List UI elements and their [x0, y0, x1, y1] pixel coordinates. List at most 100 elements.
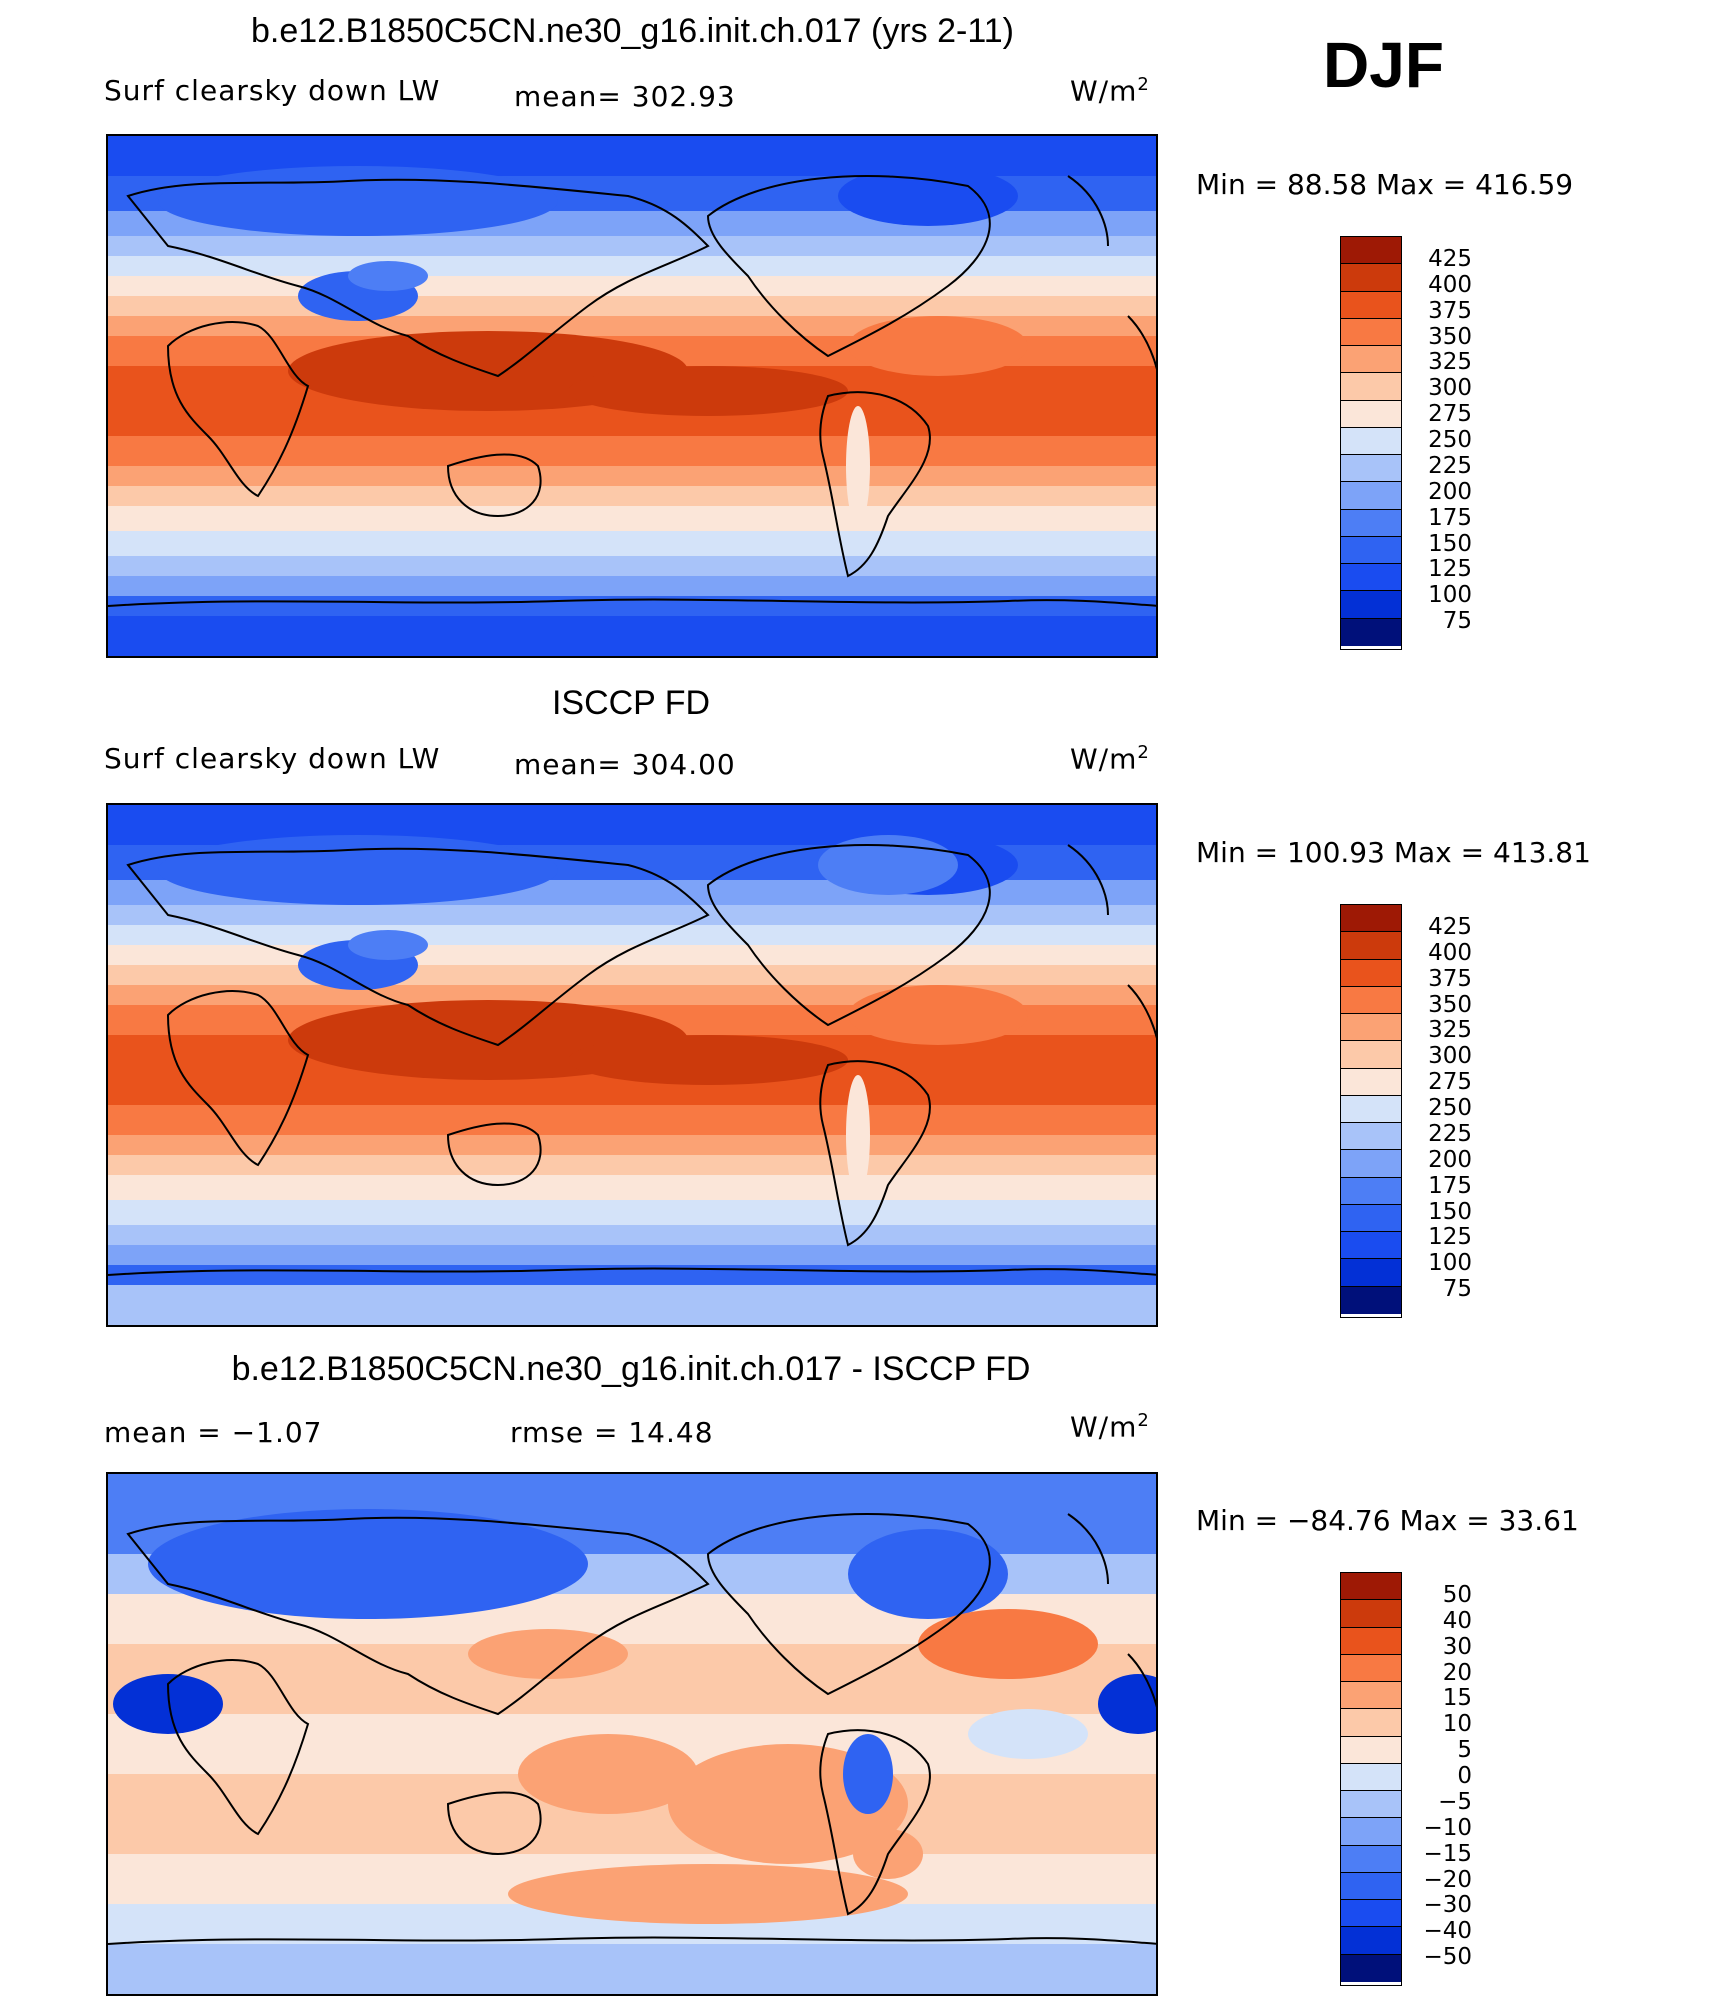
colorbar-tick-label: −40 — [1423, 1918, 1472, 1945]
colorbar-swatch — [1341, 318, 1401, 347]
field-band — [108, 256, 1156, 276]
field-contour — [1098, 1674, 1156, 1734]
field-band — [108, 506, 1156, 531]
colorbar-tick-label: 0 — [1457, 1763, 1472, 1789]
field-contour — [468, 1629, 628, 1679]
colorbar-swatch — [1341, 1709, 1401, 1737]
field-band — [108, 905, 1156, 925]
colorbar-tick-label: 175 — [1428, 504, 1472, 531]
colorbar-swatch — [1341, 1791, 1401, 1819]
colorbar-tick-label: 75 — [1442, 608, 1472, 635]
field-contour — [568, 1035, 848, 1085]
field-band — [108, 1155, 1156, 1175]
coastline — [446, 1791, 542, 1856]
colorbar-tick-label: 150 — [1428, 530, 1472, 557]
colorbar-tick-label: 40 — [1442, 1607, 1472, 1634]
field-contour — [348, 261, 428, 291]
field-contour — [846, 1075, 870, 1195]
field-contour — [843, 1734, 893, 1814]
colorbar-swatch — [1341, 400, 1401, 428]
field-band — [108, 486, 1156, 506]
colorbar-tick-label: 375 — [1428, 297, 1472, 324]
coastline — [819, 1060, 931, 1247]
colorbar-tick-label: 425 — [1428, 913, 1472, 940]
colorbar-tick-label: 30 — [1442, 1633, 1472, 1660]
colorbar-tick-label: 350 — [1428, 991, 1472, 1018]
field-contour — [838, 166, 1018, 226]
coastline — [706, 844, 991, 1027]
colorbar-tick-label: −5 — [1438, 1788, 1472, 1815]
colorbar-swatch — [1341, 1573, 1401, 1601]
colorbar-swatch — [1341, 1150, 1401, 1178]
colorbar-swatch — [1341, 959, 1401, 987]
coastline — [706, 1513, 991, 1696]
colorbar-tick-label: 75 — [1442, 1276, 1472, 1303]
colorbar-swatch — [1341, 1286, 1401, 1314]
field-band — [108, 616, 1156, 656]
panel-2-title: ISCCP FD — [551, 684, 711, 722]
field-band — [108, 1135, 1156, 1155]
field-band — [108, 1225, 1156, 1245]
field-contour — [148, 1509, 588, 1619]
colorbar-tick-label: 125 — [1428, 1224, 1472, 1251]
panel-1-title: b.e12.B1850C5CN.ne30_g16.init.ch.017 (yr… — [251, 12, 1014, 50]
field-band — [108, 466, 1156, 486]
panel-1-colorbar — [1340, 236, 1402, 650]
colorbar-tick-label: 375 — [1428, 965, 1472, 992]
colorbar-swatch — [1341, 1177, 1401, 1205]
coastline — [166, 1659, 310, 1836]
field-contour — [158, 835, 558, 905]
colorbar-swatch — [1341, 564, 1401, 592]
panel-3-title: b.e12.B1850C5CN.ne30_g16.init.ch.017 - I… — [231, 1350, 1031, 1388]
colorbar-tick-label: 100 — [1428, 1250, 1472, 1277]
field-band — [108, 1200, 1156, 1225]
colorbar-tick-label: 50 — [1442, 1581, 1472, 1608]
colorbar-swatch — [1341, 1845, 1401, 1873]
colorbar-swatch — [1341, 373, 1401, 401]
panel-2-field — [108, 805, 1156, 1325]
colorbar-swatch — [1341, 1014, 1401, 1042]
colorbar-tick-label: 225 — [1428, 1120, 1472, 1147]
colorbar-swatch — [1341, 264, 1401, 292]
colorbar-swatch — [1341, 346, 1401, 374]
field-band — [108, 296, 1156, 316]
field-contour — [568, 366, 848, 416]
panel-3-mean-label: mean = −1.07 — [104, 1416, 323, 1449]
colorbar-tick-label: 125 — [1428, 556, 1472, 583]
colorbar-swatch — [1341, 237, 1401, 265]
colorbar-tick-label: 200 — [1428, 478, 1472, 505]
field-contour — [518, 1734, 698, 1814]
colorbar-tick-label: 250 — [1428, 427, 1472, 453]
colorbar-tick-label: 400 — [1428, 271, 1472, 298]
colorbar-tick-label: 20 — [1442, 1659, 1472, 1686]
field-contour — [508, 1864, 908, 1924]
field-band — [108, 1285, 1156, 1325]
panel-2-colorbar — [1340, 904, 1402, 1318]
colorbar-tick-label: 325 — [1428, 1017, 1472, 1044]
colorbar-swatch — [1341, 1654, 1401, 1683]
coastline — [108, 1267, 1156, 1276]
colorbar-swatch — [1341, 618, 1401, 646]
colorbar-swatch — [1341, 1763, 1401, 1792]
colorbar-swatch — [1341, 291, 1401, 319]
colorbar-tick-label: −10 — [1423, 1814, 1472, 1841]
panel-2-min-max: Min = 100.93 Max = 413.81 — [1196, 836, 1591, 869]
colorbar-swatch — [1341, 1204, 1401, 1233]
coastline — [1067, 175, 1156, 370]
colorbar-tick-label: −15 — [1423, 1840, 1472, 1867]
colorbar-swatch — [1341, 1682, 1401, 1710]
colorbar-swatch — [1341, 509, 1401, 537]
field-contour — [846, 406, 870, 526]
panel-3-colorbar — [1340, 1572, 1402, 1986]
panel-1-variable-label: Surf clearsky down LW — [104, 74, 441, 107]
field-contour — [113, 1674, 223, 1734]
colorbar-tick-label: 10 — [1442, 1711, 1472, 1738]
colorbar-swatch — [1341, 1095, 1401, 1124]
coastline — [706, 175, 991, 358]
panel-1-units: W/m2 — [1070, 74, 1150, 108]
coastline — [446, 1122, 542, 1187]
colorbar-tick-label: 325 — [1428, 349, 1472, 376]
panel-3-units: W/m2 — [1070, 1410, 1150, 1444]
colorbar-tick-label: 300 — [1428, 375, 1472, 402]
colorbar-swatch — [1341, 1736, 1401, 1764]
